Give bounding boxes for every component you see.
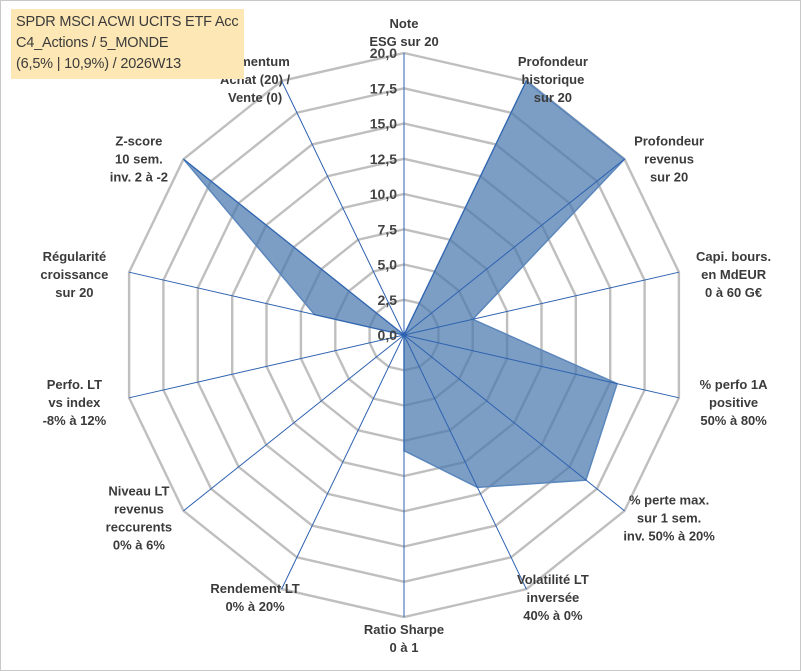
axis-label-11-line-2: vs index — [48, 395, 101, 410]
axis-label-8-line-1: Ratio Sharpe — [364, 622, 444, 637]
spoke-14 — [281, 80, 405, 336]
axis-label-13-line-1: Z-score — [115, 134, 162, 149]
spoke-3 — [403, 158, 625, 336]
axis-label-1-line-1: Note — [390, 16, 419, 31]
spoke-13 — [183, 158, 405, 336]
axis-label-3: Profondeur revenus sur 20 — [634, 134, 704, 185]
tick-label-5: 12,5 — [370, 151, 397, 167]
tick-label-2: 5,0 — [378, 257, 398, 273]
axis-label-7-line-1: Volatilité LT — [517, 572, 589, 587]
axis-label-9-line-2: 0% à 20% — [225, 599, 285, 614]
axis-label-6: % perte max. sur 1 sem. inv. 50% à 20% — [623, 492, 715, 543]
axis-label-6-line-3: inv. 50% à 20% — [623, 528, 715, 543]
spoke-7 — [403, 334, 527, 590]
axis-label-6-line-1: % perte max. — [629, 492, 709, 507]
axis-label-13: Z-score 10 sem. inv. 2 à -2 — [110, 134, 168, 185]
axis-label-1-line-2: ESG sur 20 — [369, 34, 438, 49]
spoke-4 — [403, 271, 680, 336]
axis-label-11: Perfo. LT vs index -8% à 12% — [43, 377, 107, 428]
axis-label-12-line-2: croissance — [40, 267, 108, 282]
axis-label-10-line-2: revenus — [114, 501, 164, 516]
axis-label-9: Rendement LT 0% à 20% — [210, 581, 299, 614]
tick-label-4: 10,0 — [370, 186, 397, 202]
spoke-6 — [403, 334, 625, 512]
axis-label-6-line-2: sur 1 sem. — [637, 510, 701, 525]
spoke-2 — [403, 80, 527, 336]
chart-title: SPDR MSCI ACWI UCITS ETF Acc C4_Actions … — [11, 9, 245, 79]
axis-label-3-line-1: Profondeur — [634, 134, 704, 149]
axis-label-4-line-2: en MdEUR — [701, 267, 767, 282]
axis-label-5-line-2: positive — [709, 395, 758, 410]
axis-label-10-line-4: 0% à 6% — [113, 537, 165, 552]
axis-label-2-line-2: historique — [521, 72, 584, 87]
tick-label-1: 2,5 — [378, 292, 398, 308]
axis-label-12-line-3: sur 20 — [55, 285, 93, 300]
spoke-12 — [128, 271, 405, 336]
axis-label-7-line-3: 40% à 0% — [523, 608, 583, 623]
axis-label-8-line-2: 0 à 1 — [390, 640, 419, 655]
axis-label-5-line-1: % perfo 1A — [700, 377, 769, 392]
axis-label-8: Ratio Sharpe 0 à 1 — [364, 622, 444, 655]
axis-label-2-line-3: sur 20 — [534, 90, 572, 105]
axis-label-10: Niveau LT revenus reccurents 0% à 6% — [106, 483, 172, 552]
axis-label-4: Capi. bours. en MdEUR 0 à 60 G€ — [696, 249, 771, 300]
axis-label-5-line-3: 50% à 80% — [700, 413, 767, 428]
tick-label-8: 20,0 — [370, 45, 397, 61]
spoke-5 — [403, 334, 680, 399]
axis-label-12: Régularité croissance sur 20 — [40, 249, 108, 300]
axis-label-10-line-3: reccurents — [106, 519, 172, 534]
spoke-11 — [128, 334, 405, 399]
chart-title-line-3: (6,5% | 10,9%) / 2026W13 — [16, 56, 182, 72]
series-area — [182, 79, 626, 489]
tick-label-0: 0,0 — [378, 327, 398, 343]
tick-label-6: 15,0 — [370, 116, 397, 132]
axis-label-2-line-1: Profondeur — [518, 54, 588, 69]
axis-label-13-line-2: 10 sem. — [115, 152, 163, 167]
tick-label-7: 17,5 — [370, 80, 397, 96]
axis-label-3-line-2: revenus — [644, 152, 694, 167]
axis-label-1: Note ESG sur 20 — [369, 16, 438, 49]
axis-label-14-line-3: Vente (0) — [228, 90, 282, 105]
axis-label-10-line-1: Niveau LT — [108, 483, 169, 498]
axis-label-3-line-3: sur 20 — [650, 170, 688, 185]
axis-label-13-line-3: inv. 2 à -2 — [110, 170, 168, 185]
axis-label-7-line-2: inversée — [527, 590, 580, 605]
tick-label-3: 7,5 — [378, 221, 398, 237]
axis-label-11-line-1: Perfo. LT — [47, 377, 102, 392]
axis-label-12-line-1: Régularité — [43, 249, 107, 264]
axis-label-11-line-3: -8% à 12% — [43, 413, 107, 428]
spoke-10 — [183, 334, 405, 512]
axis-label-2: Profondeur historique sur 20 — [518, 54, 588, 105]
chart-title-line-1: SPDR MSCI ACWI UCITS ETF Acc — [16, 14, 239, 30]
axis-label-5: % perfo 1A positive 50% à 80% — [700, 377, 769, 428]
chart-title-line-2: C4_Actions / 5_MONDE — [16, 35, 169, 51]
axis-label-4-line-1: Capi. bours. — [696, 249, 771, 264]
axis-label-4-line-3: 0 à 60 G€ — [705, 285, 762, 300]
axis-label-9-line-1: Rendement LT — [210, 581, 299, 596]
axis-label-7: Volatilité LT inversée 40% à 0% — [517, 572, 589, 623]
spoke-9 — [281, 334, 405, 590]
